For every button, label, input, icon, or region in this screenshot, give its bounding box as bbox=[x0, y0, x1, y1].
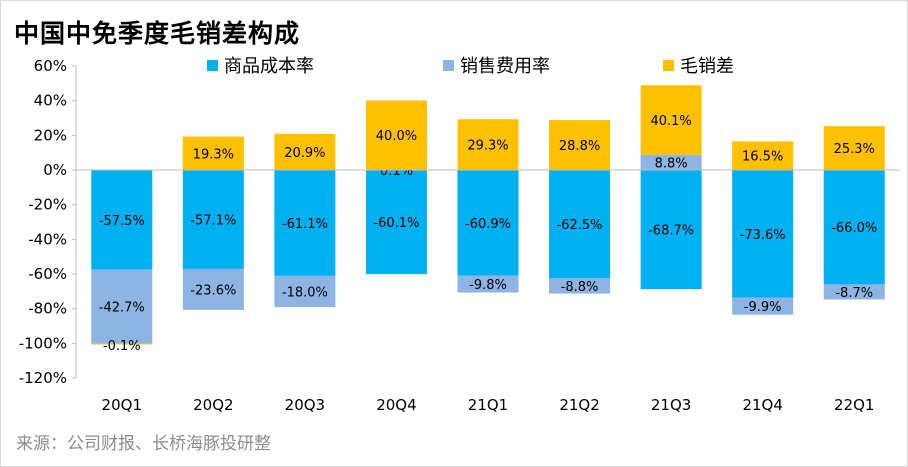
legend-label: 毛销差 bbox=[680, 56, 734, 77]
data-label: 29.3% bbox=[467, 139, 508, 154]
y-tick-label: 0% bbox=[43, 161, 67, 179]
data-label: -61.1% bbox=[282, 217, 328, 232]
bar-segment bbox=[732, 297, 794, 315]
bar-segment bbox=[640, 170, 702, 290]
bar-segment bbox=[732, 170, 794, 298]
data-label: -60.9% bbox=[465, 217, 511, 232]
legend-swatch bbox=[443, 60, 454, 71]
x-category-label: 20Q4 bbox=[376, 396, 416, 414]
y-tick-label: -120% bbox=[19, 369, 67, 387]
x-category-label: 22Q1 bbox=[834, 396, 874, 414]
data-label: -42.7% bbox=[99, 301, 145, 316]
bar-segment bbox=[457, 119, 519, 170]
data-label: -9.8% bbox=[469, 278, 507, 293]
data-label: -66.0% bbox=[831, 221, 877, 236]
data-label: -18.0% bbox=[282, 286, 328, 301]
legend-swatch bbox=[207, 60, 218, 71]
y-tick-label: 60% bbox=[34, 57, 67, 75]
data-label: 8.8% bbox=[655, 156, 688, 171]
x-category-label: 21Q3 bbox=[651, 396, 691, 414]
bar-segment bbox=[274, 133, 336, 170]
bar-segment bbox=[91, 170, 153, 270]
data-label: -68.7% bbox=[648, 224, 694, 239]
bar-segment bbox=[91, 343, 153, 345]
data-label: 25.3% bbox=[834, 142, 875, 157]
bar-segment bbox=[182, 136, 244, 170]
bar-segment bbox=[549, 278, 611, 294]
bar-segment bbox=[182, 170, 244, 269]
bar-segment bbox=[823, 284, 885, 300]
bar-segment bbox=[457, 275, 519, 293]
y-tick-label: 20% bbox=[34, 126, 67, 144]
y-tick-label: 40% bbox=[34, 92, 67, 110]
bar-segment bbox=[274, 170, 336, 276]
x-category-label: 21Q2 bbox=[559, 396, 599, 414]
x-category-label: 21Q1 bbox=[468, 396, 508, 414]
data-label: -62.5% bbox=[557, 218, 603, 233]
y-tick-label: -40% bbox=[28, 230, 67, 248]
data-label: -60.1% bbox=[373, 216, 419, 231]
legend-swatch bbox=[663, 60, 674, 71]
chart-title: 中国中免季度毛销差构成 bbox=[14, 19, 301, 48]
legend-label: 销售费用率 bbox=[460, 56, 550, 77]
legend-label: 商品成本率 bbox=[224, 56, 314, 77]
bar-segment bbox=[823, 170, 885, 285]
bar-segment bbox=[732, 141, 794, 170]
bar-segment bbox=[365, 100, 427, 170]
x-category-label: 20Q2 bbox=[193, 396, 233, 414]
y-tick-label: -60% bbox=[28, 265, 67, 283]
bar-segment bbox=[457, 170, 519, 276]
y-tick-label: -100% bbox=[19, 334, 67, 352]
y-tick-label: -20% bbox=[28, 196, 67, 214]
data-label: 16.5% bbox=[742, 150, 783, 165]
y-tick-label: -80% bbox=[28, 300, 67, 318]
data-label: 40.1% bbox=[650, 114, 691, 129]
source-note: 来源：公司财报、长桥海豚投研整 bbox=[16, 434, 271, 454]
data-label: -57.1% bbox=[190, 213, 236, 228]
data-label: -23.6% bbox=[190, 283, 236, 298]
bar-segment bbox=[274, 275, 336, 308]
data-label: -9.9% bbox=[744, 300, 782, 315]
x-category-label: 20Q3 bbox=[285, 396, 325, 414]
bar-segment bbox=[549, 120, 611, 170]
bar-segment bbox=[365, 170, 427, 275]
bar-segment bbox=[182, 268, 244, 310]
x-category-label: 21Q4 bbox=[742, 396, 782, 414]
bar-segment bbox=[549, 170, 611, 279]
x-category-label: 20Q1 bbox=[102, 396, 142, 414]
data-label: 28.8% bbox=[559, 139, 600, 154]
data-label: 40.0% bbox=[376, 129, 417, 144]
data-label: -57.5% bbox=[99, 214, 145, 229]
data-label: -0.1% bbox=[103, 339, 141, 354]
data-label: -8.7% bbox=[835, 286, 873, 301]
bar-segment bbox=[640, 154, 702, 170]
bar-segment bbox=[640, 85, 702, 155]
data-label: 20.9% bbox=[284, 146, 325, 161]
data-label: -8.8% bbox=[561, 280, 599, 295]
data-label: -73.6% bbox=[740, 228, 786, 243]
bar-segment bbox=[823, 126, 885, 170]
bar-segment bbox=[91, 269, 153, 344]
data-label: 19.3% bbox=[193, 147, 234, 162]
